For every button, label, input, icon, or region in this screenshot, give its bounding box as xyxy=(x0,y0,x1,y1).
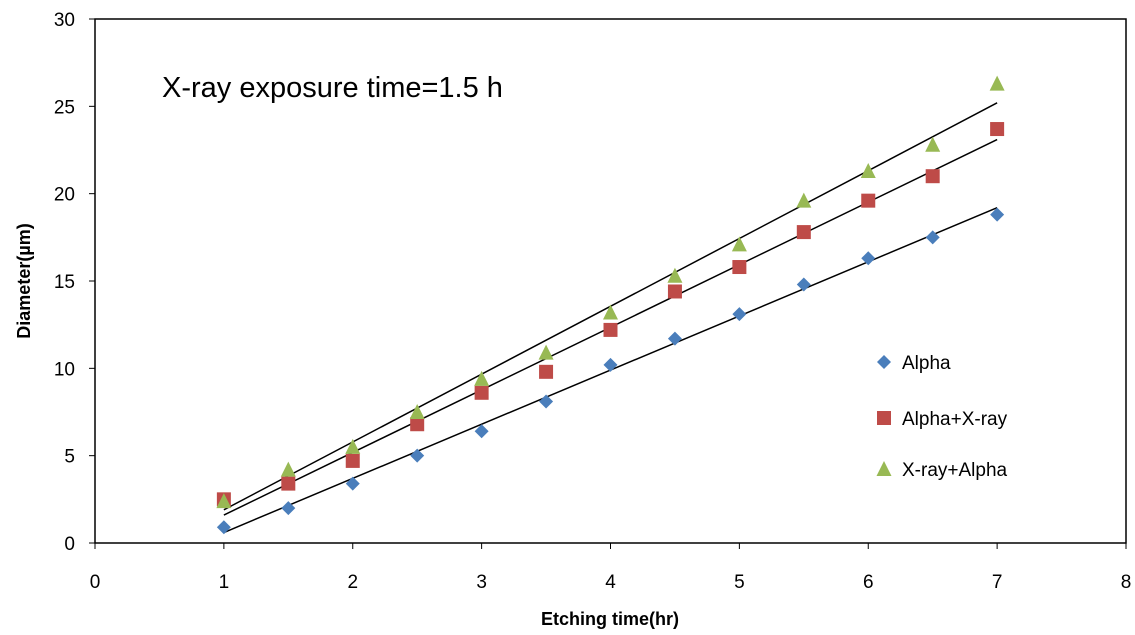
square-point xyxy=(281,476,296,491)
diamond-point xyxy=(345,476,360,491)
diamond-point xyxy=(603,357,618,372)
legend-marker xyxy=(876,461,892,476)
triangle-point xyxy=(860,162,876,178)
square-point xyxy=(474,385,489,400)
triangle-point xyxy=(345,438,361,454)
x-tick-label: 2 xyxy=(347,572,358,593)
legend-marker xyxy=(877,411,891,425)
diamond-point xyxy=(796,277,811,292)
triangle-point xyxy=(925,136,941,152)
square-point xyxy=(796,225,811,240)
diamond-point xyxy=(281,501,296,516)
square-point xyxy=(732,260,747,275)
triangle-point xyxy=(280,461,296,477)
x-tick-label: 6 xyxy=(863,572,874,593)
triangle-point xyxy=(216,493,232,509)
square-point xyxy=(667,284,682,299)
square-point xyxy=(410,417,425,432)
data-markers xyxy=(216,75,1005,535)
y-tick-label: 0 xyxy=(64,534,75,555)
legend: Alpha Alpha+X-ray X-ray+Alpha xyxy=(876,353,1008,481)
x-axis-ticks: 0 1 2 3 4 5 6 7 8 xyxy=(90,543,1132,593)
x-tick-label: 1 xyxy=(219,572,230,593)
exposure-annotation: X-ray exposure time=1.5 h xyxy=(162,72,503,104)
square-point xyxy=(345,453,360,468)
square-point xyxy=(925,169,940,184)
y-tick-label: 10 xyxy=(54,359,75,380)
y-tick-label: 15 xyxy=(54,272,75,293)
diamond-point xyxy=(474,424,489,439)
y-axis-ticks: 0 5 10 15 20 25 30 xyxy=(54,10,95,555)
diamond-point xyxy=(410,448,425,463)
diamond-point xyxy=(990,207,1005,222)
diamond-point xyxy=(216,520,231,535)
x-tick-label: 7 xyxy=(992,572,1003,593)
x-tick-label: 5 xyxy=(734,572,745,593)
legend-label: Alpha xyxy=(902,353,951,374)
triangle-point xyxy=(796,192,812,208)
triangle-point xyxy=(603,304,618,320)
triangle-point xyxy=(989,75,1005,91)
square-point xyxy=(861,193,876,208)
triangle-point xyxy=(538,344,554,360)
plot-area xyxy=(94,18,1127,544)
y-tick-label: 20 xyxy=(54,185,75,206)
triangle-point xyxy=(409,404,425,419)
diamond-point xyxy=(667,331,682,346)
x-tick-label: 4 xyxy=(605,572,616,593)
x-tick-label: 8 xyxy=(1121,572,1132,593)
diamond-point xyxy=(732,307,747,322)
y-axis-title: Diameter(µm) xyxy=(14,223,34,338)
y-tick-label: 25 xyxy=(54,97,75,118)
diamond-point xyxy=(861,251,876,266)
x-axis-title: Etching time(hr) xyxy=(541,609,679,629)
legend-label: Alpha+X-ray xyxy=(902,409,1008,430)
triangle-point xyxy=(667,267,683,283)
diamond-point xyxy=(925,230,940,245)
y-tick-label: 5 xyxy=(64,447,75,468)
triangle-point xyxy=(731,236,747,252)
square-point xyxy=(603,322,618,337)
diamond-point xyxy=(539,394,554,409)
legend-label: X-ray+Alpha xyxy=(902,460,1008,481)
x-tick-label: 0 xyxy=(90,572,101,593)
y-tick-label: 30 xyxy=(54,10,75,31)
square-point xyxy=(539,364,554,379)
square-point xyxy=(990,122,1005,137)
legend-marker xyxy=(877,355,891,369)
x-tick-label: 3 xyxy=(476,572,487,593)
triangle-point xyxy=(474,370,490,386)
